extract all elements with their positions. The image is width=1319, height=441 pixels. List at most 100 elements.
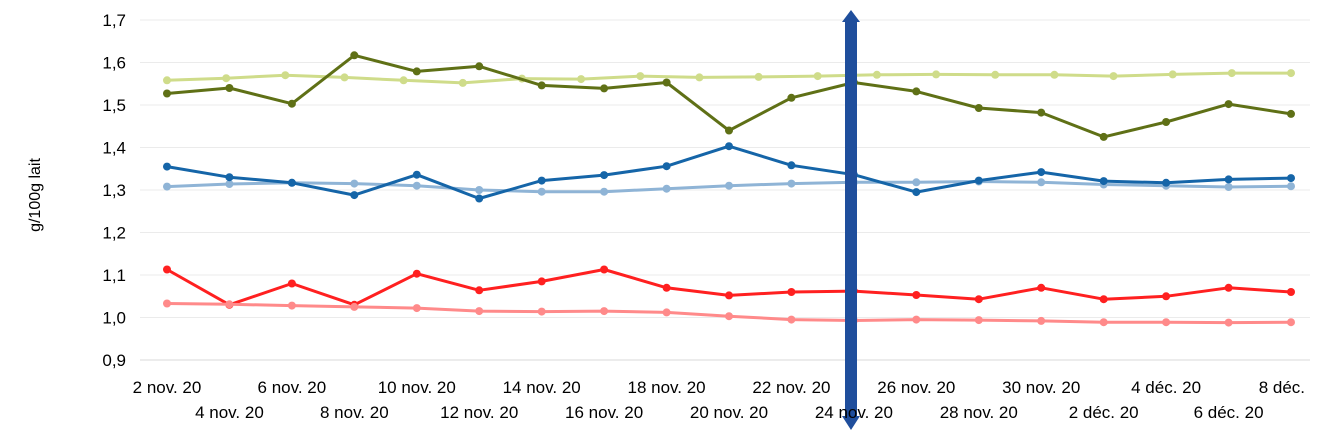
y-tick-label: 1,6 bbox=[102, 54, 126, 73]
data-point bbox=[350, 302, 359, 311]
x-tick-label: 16 nov. 20 bbox=[565, 403, 643, 422]
data-point bbox=[412, 181, 421, 190]
y-tick-label: 1,7 bbox=[102, 11, 126, 30]
data-point bbox=[1162, 178, 1171, 187]
data-point bbox=[399, 76, 408, 85]
data-point bbox=[1099, 177, 1108, 186]
data-point bbox=[912, 178, 921, 187]
y-tick-label: 1,1 bbox=[102, 266, 126, 285]
data-point bbox=[1287, 174, 1295, 183]
data-point bbox=[475, 194, 484, 203]
data-point bbox=[1099, 295, 1108, 304]
data-point bbox=[225, 84, 234, 92]
double-arrow-shaft bbox=[845, 22, 857, 416]
data-point bbox=[1050, 70, 1059, 79]
data-point bbox=[662, 162, 671, 171]
x-axis-tick-labels: 2 nov. 20 6 nov. 20 10 nov. 20 14 nov. 20 18… bbox=[133, 378, 1305, 422]
x-tick-label: 14 nov. 20 bbox=[503, 378, 581, 397]
data-point bbox=[974, 104, 983, 112]
data-point bbox=[412, 170, 421, 179]
y-axis-tick-labels: 0,9 1,0 1,1 1,2 1,3 1,4 1,5 1,6 1,7 bbox=[102, 11, 126, 370]
x-tick-label: 30 nov. 20 bbox=[1002, 378, 1080, 397]
data-point bbox=[163, 182, 171, 191]
x-tick-label: 18 nov. 20 bbox=[627, 378, 705, 397]
data-point bbox=[974, 316, 983, 325]
data-point bbox=[974, 295, 983, 304]
data-point bbox=[662, 308, 671, 317]
data-point bbox=[1224, 318, 1233, 327]
double-arrow bbox=[842, 10, 860, 430]
data-point bbox=[458, 78, 467, 87]
data-point bbox=[912, 315, 921, 324]
data-point bbox=[872, 70, 881, 79]
x-tick-label: 8 déc. bbox=[1259, 378, 1305, 397]
series-line-4 bbox=[166, 144, 1292, 200]
data-point bbox=[725, 291, 733, 300]
data-point bbox=[1109, 72, 1118, 81]
x-tick-label: 8 nov. 20 bbox=[320, 403, 389, 422]
series-group bbox=[163, 51, 1295, 327]
data-point bbox=[662, 78, 671, 87]
data-point bbox=[600, 265, 609, 274]
data-point bbox=[350, 191, 359, 200]
x-tick-label: 26 nov. 20 bbox=[877, 378, 955, 397]
x-tick-label: 2 nov. 20 bbox=[133, 378, 202, 397]
data-point bbox=[725, 312, 733, 321]
data-point bbox=[475, 307, 484, 316]
data-point bbox=[600, 307, 609, 316]
series-line-2 bbox=[166, 53, 1292, 139]
grid-lines bbox=[140, 19, 1310, 318]
data-point bbox=[340, 73, 349, 82]
data-point bbox=[412, 269, 421, 278]
x-tick-label: 20 nov. 20 bbox=[690, 403, 768, 422]
data-point bbox=[1224, 175, 1233, 184]
data-point bbox=[754, 72, 763, 81]
x-tick-label: 22 nov. 20 bbox=[752, 378, 830, 397]
data-point bbox=[912, 188, 921, 197]
data-point bbox=[287, 99, 296, 108]
data-point bbox=[163, 162, 171, 171]
data-point bbox=[1099, 318, 1108, 327]
data-point bbox=[787, 93, 796, 102]
data-point bbox=[1037, 178, 1046, 187]
data-point bbox=[1224, 283, 1233, 292]
data-point bbox=[600, 84, 609, 93]
data-point bbox=[281, 71, 290, 80]
data-point bbox=[695, 73, 704, 82]
data-point bbox=[600, 171, 609, 180]
x-tick-label: 6 nov. 20 bbox=[258, 378, 327, 397]
data-point bbox=[1162, 318, 1171, 327]
data-point bbox=[225, 173, 234, 182]
data-point bbox=[725, 181, 733, 190]
data-point bbox=[537, 307, 546, 316]
annotation-group bbox=[842, 10, 860, 430]
y-tick-label: 1,4 bbox=[102, 139, 126, 158]
double-arrow-top-head bbox=[842, 10, 860, 22]
data-point bbox=[537, 277, 546, 286]
x-tick-label: 24 nov. 20 bbox=[815, 403, 893, 422]
x-tick-label: 4 déc. 20 bbox=[1131, 378, 1201, 397]
data-point bbox=[225, 180, 234, 188]
data-point bbox=[1168, 70, 1177, 79]
data-point bbox=[1287, 69, 1295, 78]
x-tick-label: 12 nov. 20 bbox=[440, 403, 518, 422]
data-point bbox=[1287, 318, 1295, 327]
data-point bbox=[1224, 183, 1233, 191]
data-point bbox=[475, 62, 484, 71]
data-point bbox=[163, 265, 171, 274]
data-point bbox=[1224, 100, 1233, 109]
x-tick-label: 2 déc. 20 bbox=[1069, 403, 1139, 422]
data-point bbox=[287, 178, 296, 187]
data-point bbox=[787, 288, 796, 296]
data-point bbox=[932, 70, 941, 79]
data-point bbox=[1287, 288, 1295, 296]
data-point bbox=[163, 89, 171, 98]
y-axis-label: g/100g lait bbox=[27, 158, 44, 232]
data-point bbox=[813, 72, 822, 81]
y-tick-label: 1,2 bbox=[102, 224, 126, 243]
data-point bbox=[537, 81, 546, 90]
data-point bbox=[475, 286, 484, 295]
data-point bbox=[537, 176, 546, 185]
data-point bbox=[725, 126, 733, 135]
